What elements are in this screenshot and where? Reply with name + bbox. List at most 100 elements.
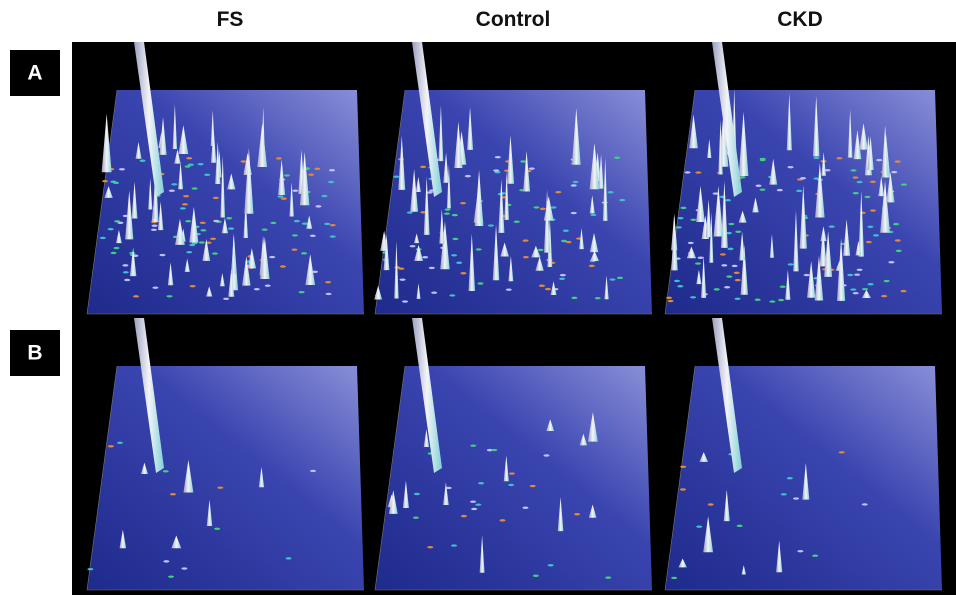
axis (374, 365, 406, 591)
blip (724, 286, 731, 289)
blip (508, 472, 515, 475)
blip (402, 300, 409, 303)
peak (305, 254, 316, 286)
blip (836, 157, 843, 160)
blip (444, 208, 451, 211)
blip (427, 546, 434, 549)
blip (494, 156, 501, 159)
blip (212, 196, 219, 200)
blip (800, 177, 807, 180)
blip (321, 194, 328, 198)
blip (223, 297, 230, 301)
peak (135, 141, 142, 159)
blip (122, 264, 129, 267)
blip (695, 171, 702, 174)
panels (86, 42, 942, 591)
blip (422, 256, 429, 259)
peak (439, 208, 445, 244)
blip (725, 231, 732, 235)
blip (559, 273, 566, 277)
blip (226, 217, 233, 220)
blip (900, 183, 907, 186)
blip (413, 492, 420, 496)
blip (572, 180, 579, 184)
blip (735, 230, 742, 233)
peak (689, 114, 698, 149)
blip (828, 225, 835, 228)
peak (705, 199, 712, 238)
blip (451, 213, 458, 217)
peak (738, 210, 747, 223)
blip (690, 218, 697, 221)
peak (443, 482, 449, 505)
blip (876, 158, 883, 162)
peak (547, 217, 553, 268)
blip (574, 513, 581, 516)
blip (163, 560, 170, 563)
peak (473, 186, 484, 223)
peak (278, 159, 286, 195)
peak (741, 565, 746, 575)
row-label-box (10, 330, 60, 376)
blip (690, 296, 697, 299)
blip (406, 211, 413, 214)
blip (310, 469, 317, 473)
peak (786, 93, 792, 151)
peak (815, 162, 825, 218)
blip (110, 251, 117, 255)
blip (713, 288, 720, 291)
peak (557, 497, 564, 532)
peak (824, 231, 833, 277)
peak (454, 121, 463, 168)
peak (178, 162, 184, 190)
blip (677, 216, 684, 220)
blip (605, 576, 612, 579)
peak (579, 228, 584, 250)
blip (460, 272, 467, 275)
plot-plane (375, 366, 652, 590)
tall-peak (412, 42, 442, 197)
blip (520, 160, 527, 163)
blip (787, 165, 794, 169)
blip (881, 294, 888, 298)
blip (486, 448, 493, 452)
blip (285, 557, 292, 560)
blip (696, 525, 703, 528)
blip (449, 294, 456, 297)
tall-peak (712, 318, 742, 473)
blip (198, 241, 205, 244)
peak (550, 281, 557, 295)
blip (133, 295, 140, 298)
blip (314, 167, 321, 170)
blip (189, 284, 196, 288)
blip (270, 221, 277, 225)
blip (594, 296, 601, 300)
peak (500, 242, 509, 257)
blip (499, 519, 506, 522)
blip (838, 451, 845, 454)
peak (157, 201, 164, 231)
blip (129, 251, 136, 255)
blip (301, 222, 308, 225)
peak (718, 119, 723, 175)
blip (687, 241, 694, 245)
peak (289, 182, 294, 217)
blip (759, 188, 766, 191)
blip (570, 184, 577, 187)
peak (587, 412, 598, 442)
peak (171, 535, 182, 549)
peak (776, 540, 783, 573)
peak (739, 231, 746, 261)
row-label: B (27, 342, 42, 365)
blip (547, 564, 554, 567)
blip (301, 252, 308, 255)
blip (728, 222, 735, 226)
peak (202, 239, 211, 261)
blip (398, 267, 405, 270)
blip (464, 174, 471, 178)
peak (709, 211, 714, 263)
blip (124, 278, 131, 282)
blip (214, 527, 221, 530)
blip (883, 279, 890, 283)
blip (451, 544, 458, 547)
